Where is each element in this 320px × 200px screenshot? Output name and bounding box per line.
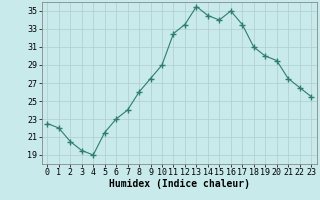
X-axis label: Humidex (Indice chaleur): Humidex (Indice chaleur) (109, 179, 250, 189)
